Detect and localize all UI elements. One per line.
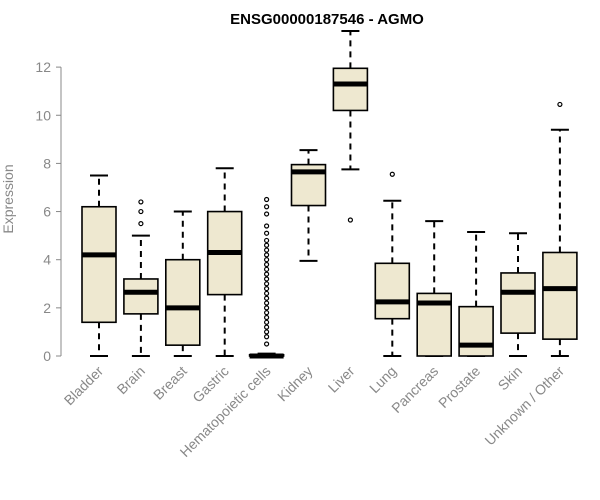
outlier-point [557, 101, 563, 108]
outlier-point [264, 252, 270, 258]
outlier-point [264, 300, 270, 306]
box-skin [500, 232, 536, 357]
outlier-point [264, 261, 270, 268]
outlier-point [347, 217, 353, 223]
box-iqr [165, 258, 201, 346]
outlier-point [264, 242, 270, 248]
y-tick-label: 2 [43, 300, 51, 316]
outlier-point [138, 220, 144, 227]
outlier-point [264, 314, 270, 321]
outlier-point [264, 271, 270, 277]
y-tick-label: 10 [35, 107, 51, 123]
outlier-point [264, 285, 270, 292]
chart-title: ENSG00000187546 - AGMO [230, 11, 424, 28]
box-iqr [458, 305, 494, 357]
outlier-point [264, 341, 270, 347]
y-axis-label: Expression [0, 164, 16, 233]
box-iqr [81, 205, 117, 324]
box-prostate [458, 231, 494, 357]
box-iqr [500, 272, 536, 334]
outlier-point [264, 211, 270, 217]
outlier-point [264, 266, 270, 272]
outlier-point [264, 295, 270, 301]
outlier-point [264, 290, 270, 297]
outlier-point [264, 247, 270, 253]
x-tick-label: Lung [366, 363, 399, 396]
box-gastric [206, 167, 243, 357]
box-pancreas [416, 220, 453, 357]
outlier-point [264, 230, 270, 236]
outlier-point [264, 204, 270, 210]
box-series [81, 30, 578, 359]
box-hematopoietic-cells [248, 196, 285, 359]
outlier-point [389, 171, 395, 177]
y-tick-label: 12 [35, 59, 51, 75]
x-tick-label: Prostate [435, 363, 483, 411]
x-tick-label: Kidney [274, 363, 316, 405]
box-liver [332, 30, 369, 223]
y-tick-label: 8 [43, 155, 51, 171]
x-tick-label: Unknown / Other [481, 363, 567, 449]
x-tick-label: Liver [325, 363, 358, 396]
outlier-point [264, 319, 270, 325]
box-kidney [290, 149, 327, 262]
y-tick-label: 0 [43, 348, 51, 364]
box-unknown-other [542, 101, 578, 357]
box-iqr [123, 278, 159, 315]
x-tick-label: Breast [150, 363, 190, 403]
outlier-point [264, 223, 270, 229]
outlier-point [264, 334, 270, 340]
y-tick-label: 6 [43, 204, 51, 220]
box-bladder [81, 174, 117, 357]
box-iqr [374, 262, 411, 320]
box-iqr [332, 67, 369, 112]
outlier-point [264, 237, 270, 244]
outlier-point [264, 324, 270, 330]
x-tick-label: Brain [114, 363, 148, 397]
y-tick-label: 4 [43, 252, 51, 268]
box-breast [165, 210, 201, 357]
y-axis: 0 2 4 6 8 10 12 [35, 59, 62, 364]
x-tick-label: Bladder [61, 363, 107, 409]
outlier-point [264, 329, 270, 335]
outlier-point [264, 305, 270, 311]
outlier-point [138, 208, 144, 215]
outlier-point [138, 199, 144, 205]
box-lung [374, 171, 411, 357]
outlier-point [264, 281, 270, 287]
outlier-point [264, 276, 270, 282]
box-iqr [542, 251, 578, 340]
box-brain [123, 199, 159, 357]
outlier-point [264, 257, 270, 263]
x-tick-label: Pancreas [388, 363, 441, 416]
outlier-point [264, 310, 270, 316]
x-tick-label: Skin [495, 363, 526, 394]
outlier-point [264, 196, 270, 203]
